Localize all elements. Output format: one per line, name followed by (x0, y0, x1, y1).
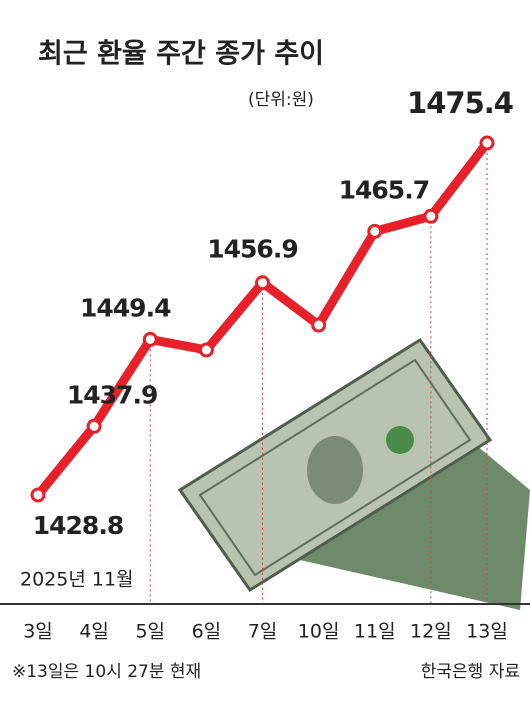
unit-label: (단위:원) (248, 90, 314, 110)
footnote: ※13일은 10시 27분 현재 (12, 662, 201, 682)
data-label: 1437.9 (67, 380, 157, 409)
bill-portrait (307, 436, 363, 504)
data-label: 1449.4 (80, 293, 171, 322)
point (311, 317, 327, 333)
point (367, 223, 383, 239)
period-label: 2025년 11월 (20, 569, 134, 591)
x-tick-label: 4일 (79, 621, 109, 643)
x-tick-label: 10일 (298, 621, 340, 643)
bill-back (300, 440, 530, 610)
point (423, 208, 439, 224)
x-tick-label: 6일 (192, 621, 222, 643)
x-tick-label: 5일 (135, 621, 165, 643)
data-label: 1456.9 (207, 235, 297, 264)
chart-title: 최근 환율 주간 종가 추이 (38, 39, 324, 70)
data-label: 1428.8 (33, 511, 123, 540)
point (198, 342, 214, 358)
data-label: 1475.4 (407, 86, 513, 120)
x-tick-label: 3일 (23, 621, 53, 643)
x-tick-label: 13일 (466, 621, 508, 643)
point (479, 135, 495, 151)
source: 한국은행 자료 (421, 662, 520, 682)
bill-border (198, 358, 472, 577)
data-label: 1465.7 (339, 175, 429, 204)
point (86, 418, 102, 434)
x-tick-label: 12일 (410, 621, 452, 643)
point (30, 487, 46, 503)
dollar-bill (177, 337, 530, 610)
point (142, 331, 158, 347)
point (255, 275, 270, 291)
x-tick-label: 7일 (248, 621, 278, 643)
x-tick-label: 11일 (354, 621, 396, 643)
bill-seal (386, 426, 414, 454)
